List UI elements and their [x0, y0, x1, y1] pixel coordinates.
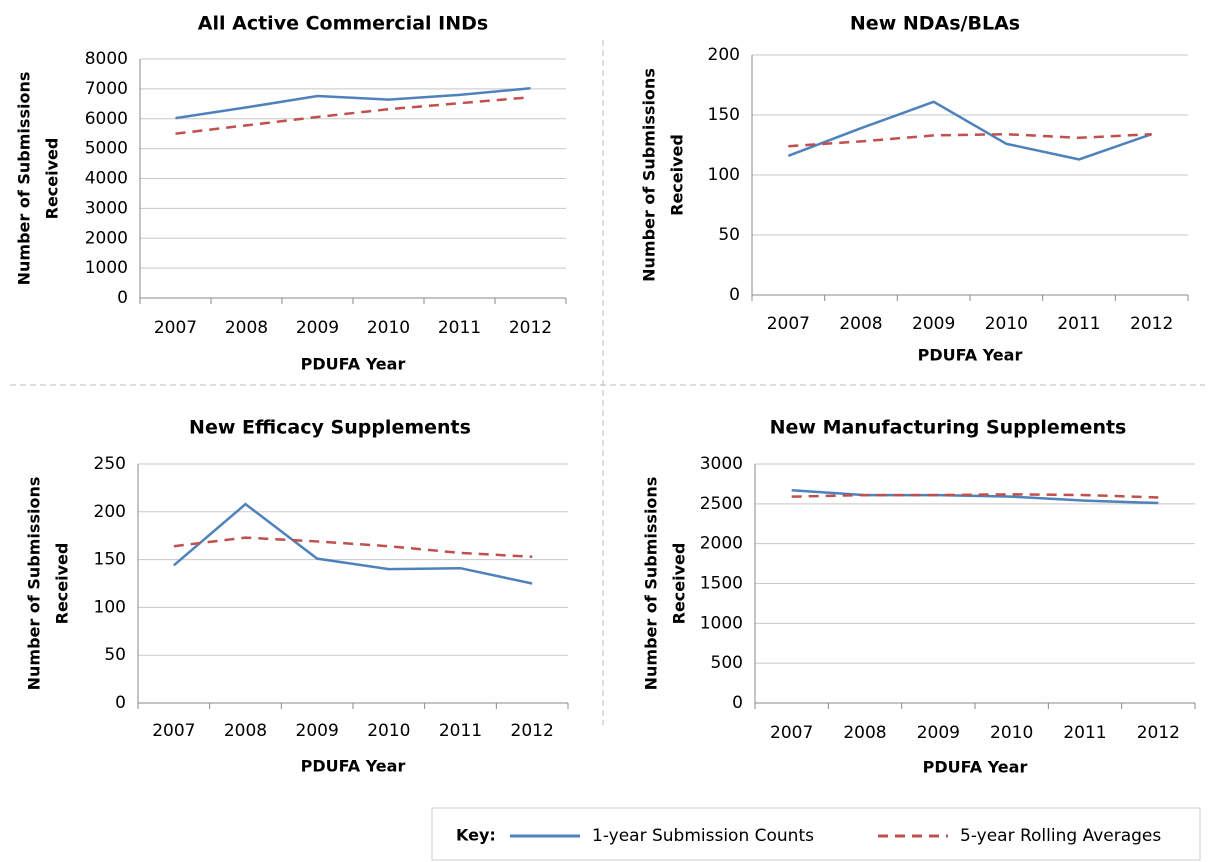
x-tick-label: 2012: [511, 721, 554, 741]
y-tick-label: 1000: [85, 258, 128, 278]
x-tick-label: 2012: [509, 318, 552, 338]
y-tick-label: 3000: [700, 454, 743, 474]
chart-title: All Active Commercial INDs: [198, 13, 488, 35]
y-axis-title: Number of Submissions: [25, 477, 44, 691]
y-axis-title: Received: [670, 543, 689, 625]
y-axis-title: Number of Submissions: [15, 72, 34, 286]
y-tick-label: 0: [115, 693, 126, 713]
y-tick-label: 1500: [700, 574, 743, 594]
y-tick-label: 5000: [85, 139, 128, 159]
y-axis-title: Received: [668, 134, 687, 216]
y-tick-label: 100: [94, 597, 126, 617]
x-tick-label: 2011: [439, 721, 482, 741]
x-tick-label: 2007: [770, 723, 813, 743]
series-line: [175, 95, 531, 135]
x-tick-label: 2008: [225, 318, 268, 338]
x-tick-label: 2011: [1063, 723, 1106, 743]
y-tick-label: 6000: [85, 109, 128, 129]
x-tick-label: 2008: [843, 723, 886, 743]
x-tick-label: 2009: [296, 721, 339, 741]
series-line: [788, 132, 1152, 148]
x-tick-label: 2007: [152, 721, 195, 741]
x-tick-label: 2008: [224, 721, 267, 741]
chart-title: New NDAs/BLAs: [850, 13, 1020, 35]
x-tick-label: 2010: [985, 314, 1028, 334]
y-tick-label: 150: [708, 105, 740, 125]
y-tick-label: 2000: [700, 534, 743, 554]
chart-title: New Efficacy Supplements: [189, 417, 471, 439]
y-axis-title: Number of Submissions: [642, 477, 661, 691]
series-line: [791, 489, 1159, 505]
y-axis-title: Received: [53, 543, 72, 625]
series-line: [175, 87, 531, 120]
y-tick-label: 3000: [85, 198, 128, 218]
key-label: Key:: [456, 826, 496, 845]
x-tick-label: 2007: [767, 314, 810, 334]
x-tick-label: 2012: [1137, 723, 1180, 743]
y-tick-label: 100: [708, 165, 740, 185]
x-tick-label: 2009: [912, 314, 955, 334]
y-tick-label: 250: [94, 454, 126, 474]
series-line: [787, 100, 1153, 161]
series-line: [173, 536, 533, 558]
y-tick-label: 500: [711, 653, 743, 673]
y-tick-label: 50: [104, 645, 126, 665]
chart-title: New Manufacturing Supplements: [770, 417, 1127, 439]
x-axis-title: PDUFA Year: [301, 355, 406, 374]
y-tick-label: 8000: [85, 49, 128, 69]
x-tick-label: 2007: [154, 318, 197, 338]
y-tick-label: 200: [94, 502, 126, 522]
y-tick-label: 0: [117, 288, 128, 308]
x-axis-title: PDUFA Year: [918, 346, 1023, 365]
y-tick-label: 0: [732, 693, 743, 713]
x-tick-label: 2010: [367, 721, 410, 741]
x-tick-label: 2010: [990, 723, 1033, 743]
x-tick-label: 2012: [1130, 314, 1173, 334]
y-tick-label: 2000: [85, 228, 128, 248]
x-tick-label: 2009: [296, 318, 339, 338]
y-tick-label: 4000: [85, 169, 128, 189]
key-box: [431, 807, 1201, 861]
y-tick-label: 0: [729, 285, 740, 305]
key-entry: 5-year Rolling Averages: [960, 826, 1161, 846]
series-line: [173, 502, 533, 585]
x-tick-label: 2009: [917, 723, 960, 743]
key-entry: 1-year Submission Counts: [592, 826, 814, 846]
y-axis-title: Number of Submissions: [640, 68, 659, 282]
y-tick-label: 2500: [700, 494, 743, 514]
x-tick-label: 2010: [367, 318, 410, 338]
x-axis-title: PDUFA Year: [923, 758, 1028, 777]
x-axis-title: PDUFA Year: [301, 757, 406, 776]
y-tick-label: 1000: [700, 613, 743, 633]
y-tick-label: 200: [708, 45, 740, 65]
y-axis-title: Received: [43, 138, 62, 220]
x-tick-label: 2011: [1057, 314, 1100, 334]
y-tick-label: 50: [718, 225, 740, 245]
y-tick-label: 150: [94, 550, 126, 570]
x-tick-label: 2008: [839, 314, 882, 334]
y-tick-label: 7000: [85, 79, 128, 99]
x-tick-label: 2011: [438, 318, 481, 338]
